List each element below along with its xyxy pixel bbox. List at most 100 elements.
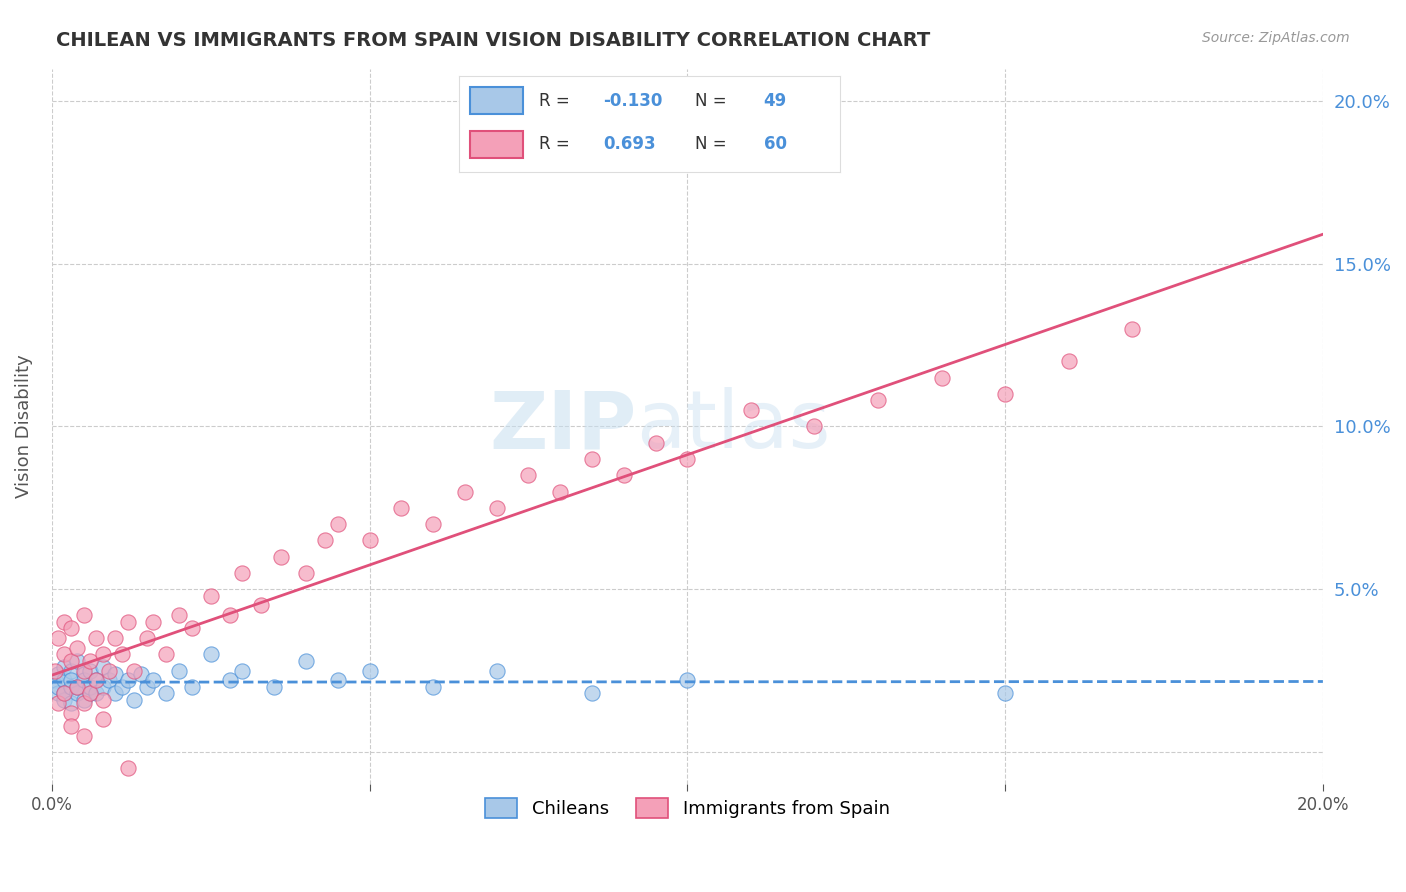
Point [46,696,69,710]
Point [1057,354,1080,368]
Point [263,680,285,694]
Y-axis label: Vision Disability: Vision Disability [15,355,32,499]
Point [104,666,127,681]
Point [46,686,69,700]
Point [454,484,477,499]
Text: atlas: atlas [637,387,831,466]
Point [59,706,82,720]
Point [326,517,349,532]
Point [72,608,94,623]
Point [231,664,253,678]
Point [359,664,381,678]
Point [59,719,82,733]
Point [46,666,69,681]
Point [485,500,508,515]
Point [218,673,240,688]
Point [644,435,666,450]
Point [91,693,114,707]
Point [97,673,120,688]
Point [66,686,89,700]
Point [218,608,240,623]
Point [994,686,1017,700]
Point [91,680,114,694]
Point [59,621,82,635]
Point [117,615,139,629]
Point [866,393,889,408]
Point [104,631,127,645]
Point [59,680,82,694]
Point [44,673,66,688]
Point [79,686,101,700]
Point [91,660,114,674]
Point [53,660,76,674]
Point [66,680,89,694]
Point [79,680,101,694]
Point [59,673,82,688]
Point [250,599,273,613]
Point [124,693,146,707]
Point [136,631,159,645]
Point [200,647,222,661]
Point [142,673,165,688]
Point [53,686,76,700]
Point [180,621,202,635]
Point [91,712,114,726]
Point [66,640,89,655]
Point [46,631,69,645]
Point [994,387,1017,401]
Text: Source: ZipAtlas.com: Source: ZipAtlas.com [1202,31,1350,45]
Point [66,680,89,694]
Point [84,631,107,645]
Point [84,686,107,700]
Point [79,654,101,668]
Point [295,654,318,668]
Point [548,484,571,499]
Point [72,696,94,710]
Point [97,664,120,678]
Point [66,654,89,668]
Point [142,615,165,629]
Point [167,608,190,623]
Point [84,673,107,688]
Point [46,680,69,694]
Point [517,468,540,483]
Text: ZIP: ZIP [489,387,637,466]
Text: CHILEAN VS IMMIGRANTS FROM SPAIN VISION DISABILITY CORRELATION CHART: CHILEAN VS IMMIGRANTS FROM SPAIN VISION … [56,31,931,50]
Point [72,673,94,688]
Point [117,673,139,688]
Point [84,673,107,688]
Point [72,664,94,678]
Point [167,664,190,678]
Point [180,680,202,694]
Point [129,666,152,681]
Point [155,686,177,700]
Point [676,452,699,467]
Point [53,686,76,700]
Point [231,566,253,580]
Point [53,615,76,629]
Point [91,647,114,661]
Point [136,680,159,694]
Point [59,696,82,710]
Point [104,686,127,700]
Point [740,403,762,417]
Point [124,664,146,678]
Point [53,647,76,661]
Point [53,693,76,707]
Point [613,468,636,483]
Point [359,533,381,548]
Point [389,500,412,515]
Point [155,647,177,661]
Point [72,666,94,681]
Point [422,517,444,532]
Point [72,693,94,707]
Point [314,533,336,548]
Point [295,566,318,580]
Point [200,589,222,603]
Point [117,761,139,775]
Point [803,419,825,434]
Point [1121,322,1143,336]
Point [59,654,82,668]
Point [931,370,953,384]
Point [111,680,134,694]
